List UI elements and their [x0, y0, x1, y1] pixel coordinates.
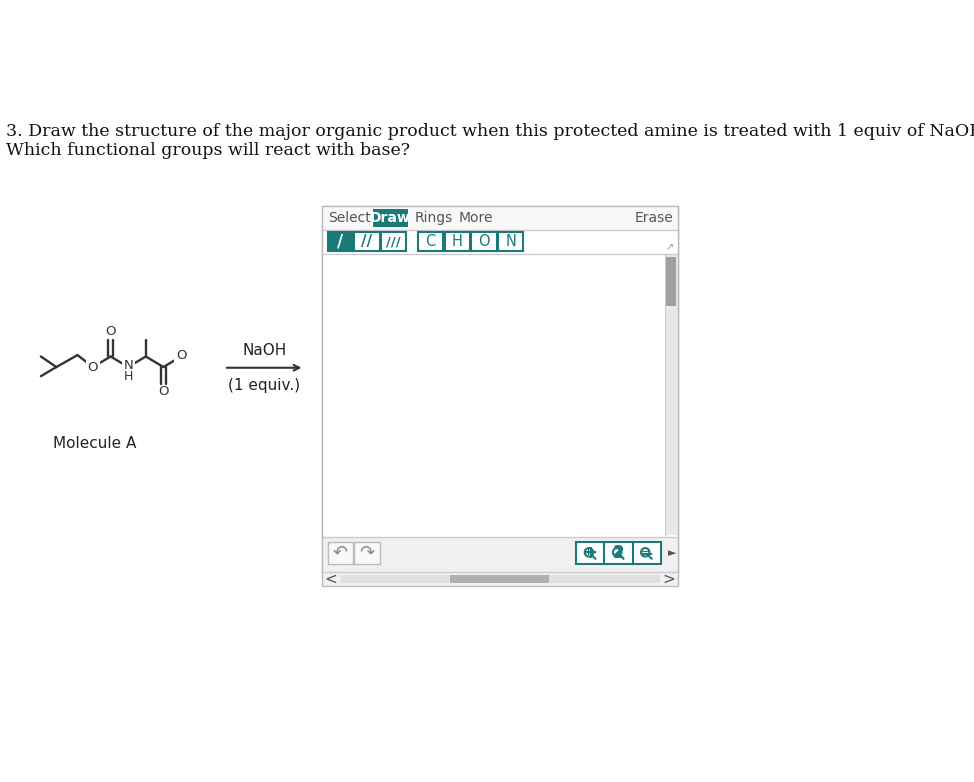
- Bar: [418, 232, 443, 251]
- Text: O: O: [478, 234, 490, 249]
- Text: N: N: [506, 234, 516, 249]
- Bar: [373, 209, 408, 227]
- Text: O: O: [88, 361, 98, 374]
- Text: N: N: [124, 359, 133, 372]
- Text: Select: Select: [328, 210, 371, 224]
- Bar: [498, 232, 523, 251]
- Text: Rings: Rings: [415, 210, 453, 224]
- Text: O: O: [105, 325, 116, 338]
- Text: Draw: Draw: [370, 210, 411, 224]
- Text: >: >: [663, 572, 676, 586]
- Text: ►: ►: [668, 548, 676, 558]
- Text: H: H: [452, 234, 463, 249]
- Bar: [322, 253, 665, 536]
- Text: Molecule A: Molecule A: [53, 436, 136, 451]
- Text: Erase: Erase: [635, 210, 674, 224]
- Text: Which functional groups will react with base?: Which functional groups will react with …: [6, 142, 410, 160]
- Text: +: +: [584, 547, 593, 558]
- Bar: [322, 572, 678, 586]
- Text: 2: 2: [614, 547, 621, 558]
- Text: O: O: [175, 349, 186, 361]
- Text: ///: ///: [387, 235, 401, 248]
- Bar: [327, 232, 353, 251]
- Text: ↗: ↗: [666, 242, 674, 253]
- Text: More: More: [459, 210, 494, 224]
- Text: C: C: [426, 234, 435, 249]
- Bar: [340, 575, 660, 583]
- Text: −: −: [641, 547, 650, 558]
- Bar: [451, 575, 549, 583]
- Text: 2: 2: [613, 544, 624, 562]
- Bar: [444, 232, 469, 251]
- Bar: [355, 543, 380, 564]
- Bar: [322, 206, 678, 572]
- Bar: [666, 257, 676, 307]
- Text: (1 equiv.): (1 equiv.): [228, 378, 300, 393]
- Text: //: //: [361, 234, 373, 249]
- Text: H: H: [124, 371, 132, 383]
- Bar: [327, 543, 353, 564]
- Text: 3. Draw the structure of the major organic product when this protected amine is : 3. Draw the structure of the major organ…: [6, 123, 974, 140]
- Bar: [381, 232, 406, 251]
- Bar: [322, 206, 678, 586]
- Text: NaOH: NaOH: [243, 343, 286, 358]
- Text: /: /: [337, 233, 343, 251]
- Bar: [322, 230, 678, 253]
- Bar: [322, 536, 678, 572]
- Text: <: <: [324, 572, 337, 586]
- Text: ↶: ↶: [333, 544, 348, 562]
- Text: O: O: [158, 386, 169, 398]
- Text: ↷: ↷: [359, 544, 375, 562]
- Bar: [471, 232, 497, 251]
- Bar: [322, 206, 678, 230]
- Text: +: +: [583, 544, 597, 562]
- Text: −: −: [640, 544, 654, 562]
- Bar: [355, 232, 380, 251]
- Bar: [577, 543, 660, 564]
- Bar: [665, 253, 678, 536]
